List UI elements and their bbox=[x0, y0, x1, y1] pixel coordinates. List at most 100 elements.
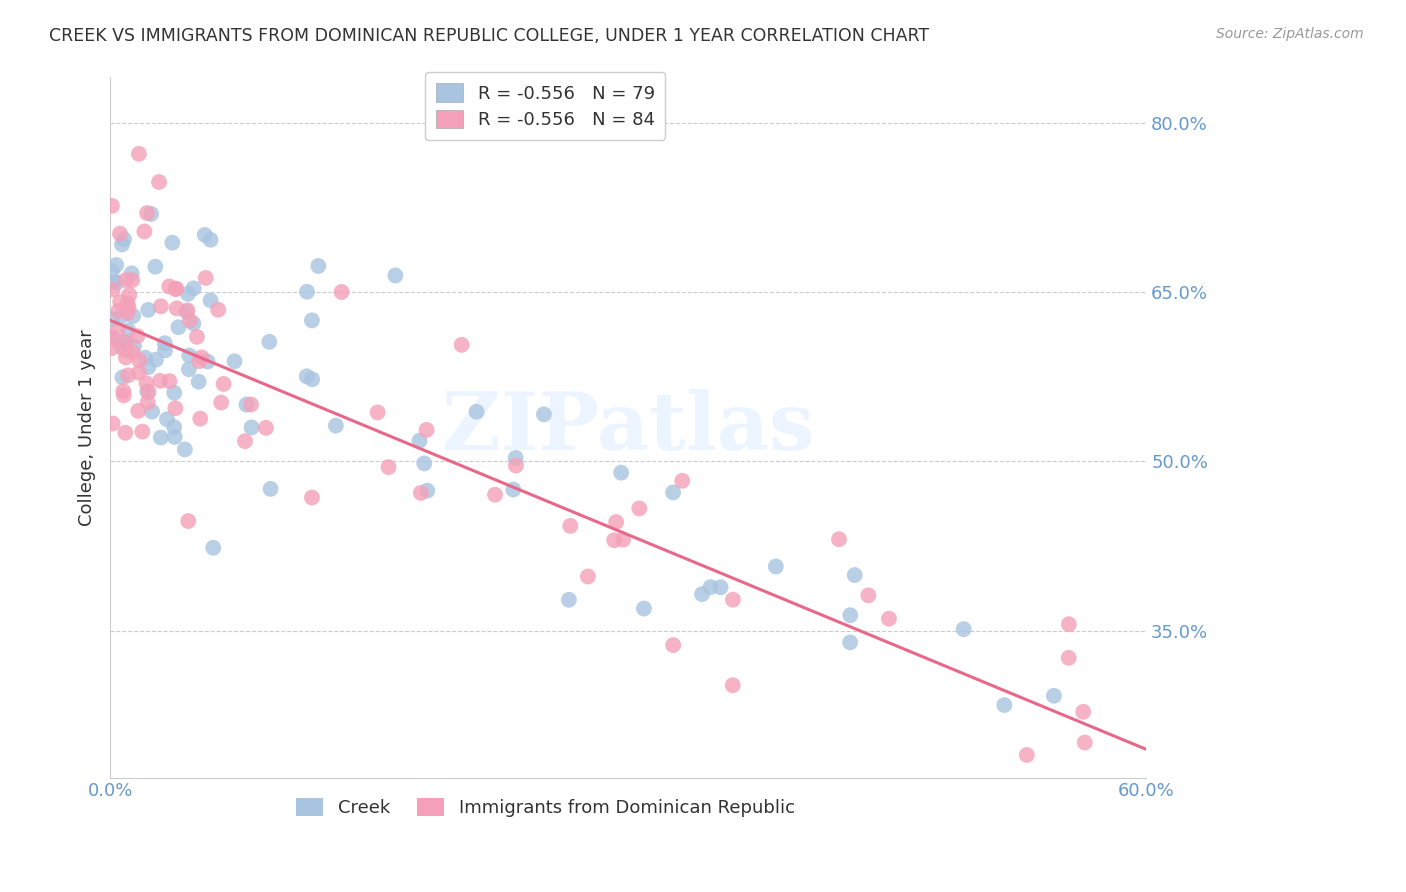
Point bbox=[307, 259, 329, 273]
Point bbox=[839, 608, 862, 623]
Point bbox=[709, 580, 731, 594]
Point bbox=[153, 336, 176, 351]
Point bbox=[254, 421, 277, 435]
Point bbox=[605, 515, 627, 529]
Point bbox=[105, 276, 128, 290]
Point bbox=[367, 405, 389, 419]
Point bbox=[576, 569, 599, 583]
Point bbox=[409, 486, 432, 500]
Point bbox=[1057, 617, 1080, 632]
Point bbox=[118, 287, 141, 301]
Point bbox=[101, 417, 124, 431]
Point bbox=[200, 293, 222, 308]
Point bbox=[176, 303, 198, 318]
Point bbox=[1057, 650, 1080, 665]
Point bbox=[121, 345, 143, 359]
Point bbox=[136, 206, 159, 220]
Point bbox=[115, 273, 138, 287]
Point bbox=[610, 466, 633, 480]
Point bbox=[128, 146, 150, 161]
Point bbox=[121, 273, 143, 287]
Point bbox=[112, 388, 135, 402]
Point bbox=[450, 338, 472, 352]
Point bbox=[633, 601, 655, 615]
Point bbox=[839, 635, 862, 649]
Point bbox=[167, 320, 190, 334]
Point bbox=[149, 299, 172, 313]
Point bbox=[101, 331, 124, 345]
Point bbox=[165, 282, 187, 296]
Point bbox=[183, 317, 205, 331]
Point bbox=[177, 514, 200, 528]
Point bbox=[416, 483, 439, 498]
Point bbox=[111, 237, 134, 252]
Point bbox=[188, 411, 211, 425]
Point bbox=[101, 341, 124, 355]
Point bbox=[502, 483, 524, 497]
Point bbox=[111, 370, 134, 384]
Point bbox=[505, 450, 527, 465]
Point bbox=[533, 408, 555, 422]
Point bbox=[110, 340, 132, 354]
Point bbox=[259, 334, 281, 349]
Point bbox=[465, 405, 488, 419]
Point bbox=[179, 313, 201, 327]
Point bbox=[325, 418, 347, 433]
Point bbox=[112, 384, 135, 399]
Point bbox=[207, 302, 229, 317]
Point bbox=[136, 360, 159, 375]
Point bbox=[122, 339, 145, 353]
Point bbox=[101, 264, 124, 278]
Point bbox=[149, 431, 172, 445]
Point bbox=[108, 227, 131, 241]
Point bbox=[1015, 747, 1038, 762]
Point bbox=[101, 312, 124, 326]
Text: ZIPatlas: ZIPatlas bbox=[441, 389, 814, 467]
Point bbox=[143, 260, 166, 274]
Point bbox=[127, 329, 149, 343]
Point bbox=[828, 533, 851, 547]
Point bbox=[136, 395, 159, 409]
Point bbox=[134, 224, 156, 238]
Point bbox=[163, 430, 186, 444]
Point bbox=[173, 442, 195, 457]
Text: Source: ZipAtlas.com: Source: ZipAtlas.com bbox=[1216, 27, 1364, 41]
Point bbox=[408, 434, 430, 448]
Point bbox=[301, 491, 323, 505]
Point bbox=[259, 482, 281, 496]
Point bbox=[177, 362, 200, 376]
Point bbox=[103, 275, 125, 289]
Point bbox=[628, 501, 651, 516]
Point bbox=[136, 302, 159, 317]
Point bbox=[209, 395, 232, 409]
Point bbox=[128, 353, 150, 368]
Point bbox=[224, 354, 246, 368]
Point bbox=[149, 374, 172, 388]
Point bbox=[295, 369, 318, 384]
Point bbox=[114, 425, 136, 440]
Point bbox=[190, 351, 212, 365]
Point bbox=[135, 376, 157, 391]
Point bbox=[690, 587, 713, 601]
Point bbox=[107, 323, 129, 337]
Point bbox=[101, 199, 124, 213]
Point bbox=[560, 519, 582, 533]
Point bbox=[505, 458, 527, 473]
Point bbox=[162, 235, 184, 250]
Point bbox=[212, 376, 235, 391]
Point bbox=[128, 366, 150, 380]
Point bbox=[671, 474, 693, 488]
Point bbox=[413, 457, 436, 471]
Point bbox=[699, 580, 721, 594]
Point bbox=[721, 592, 744, 607]
Legend: Creek, Immigrants from Dominican Republic: Creek, Immigrants from Dominican Republi… bbox=[288, 790, 801, 824]
Point bbox=[117, 368, 139, 383]
Point bbox=[240, 398, 263, 412]
Point bbox=[121, 266, 143, 280]
Point bbox=[114, 334, 136, 349]
Point bbox=[165, 282, 187, 296]
Point bbox=[197, 354, 219, 368]
Point bbox=[101, 330, 124, 344]
Point bbox=[110, 309, 132, 323]
Point bbox=[176, 305, 198, 319]
